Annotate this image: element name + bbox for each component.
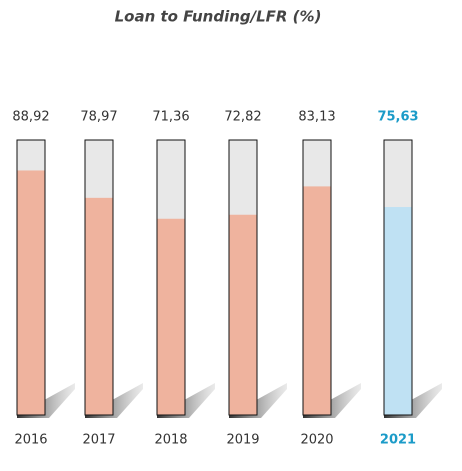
x-tick-label: 2020 xyxy=(300,433,333,448)
value-label: 72,82 xyxy=(224,110,261,125)
value-label: 75,63 xyxy=(377,110,418,125)
bar-frame xyxy=(84,139,114,416)
x-tick-label: 2018 xyxy=(154,433,187,448)
bar xyxy=(384,207,412,415)
bar xyxy=(17,170,45,415)
bar xyxy=(157,218,185,415)
x-tick-label: 2017 xyxy=(82,433,115,448)
bar xyxy=(229,214,257,415)
chart-title: Loan to Funding/LFR (%) xyxy=(115,8,322,26)
bar xyxy=(303,186,331,415)
x-tick-label: 2021 xyxy=(380,433,416,448)
bar-frame xyxy=(16,139,46,416)
bar xyxy=(85,197,113,415)
x-tick-label: 2016 xyxy=(14,433,47,448)
bar-frame xyxy=(228,139,258,416)
bar-frame xyxy=(383,139,413,416)
value-label: 88,92 xyxy=(12,110,49,125)
bar-frame xyxy=(156,139,186,416)
x-tick-label: 2019 xyxy=(226,433,259,448)
value-label: 83,13 xyxy=(298,110,335,125)
bar-frame xyxy=(302,139,332,416)
value-label: 71,36 xyxy=(152,110,189,125)
value-label: 78,97 xyxy=(80,110,117,125)
